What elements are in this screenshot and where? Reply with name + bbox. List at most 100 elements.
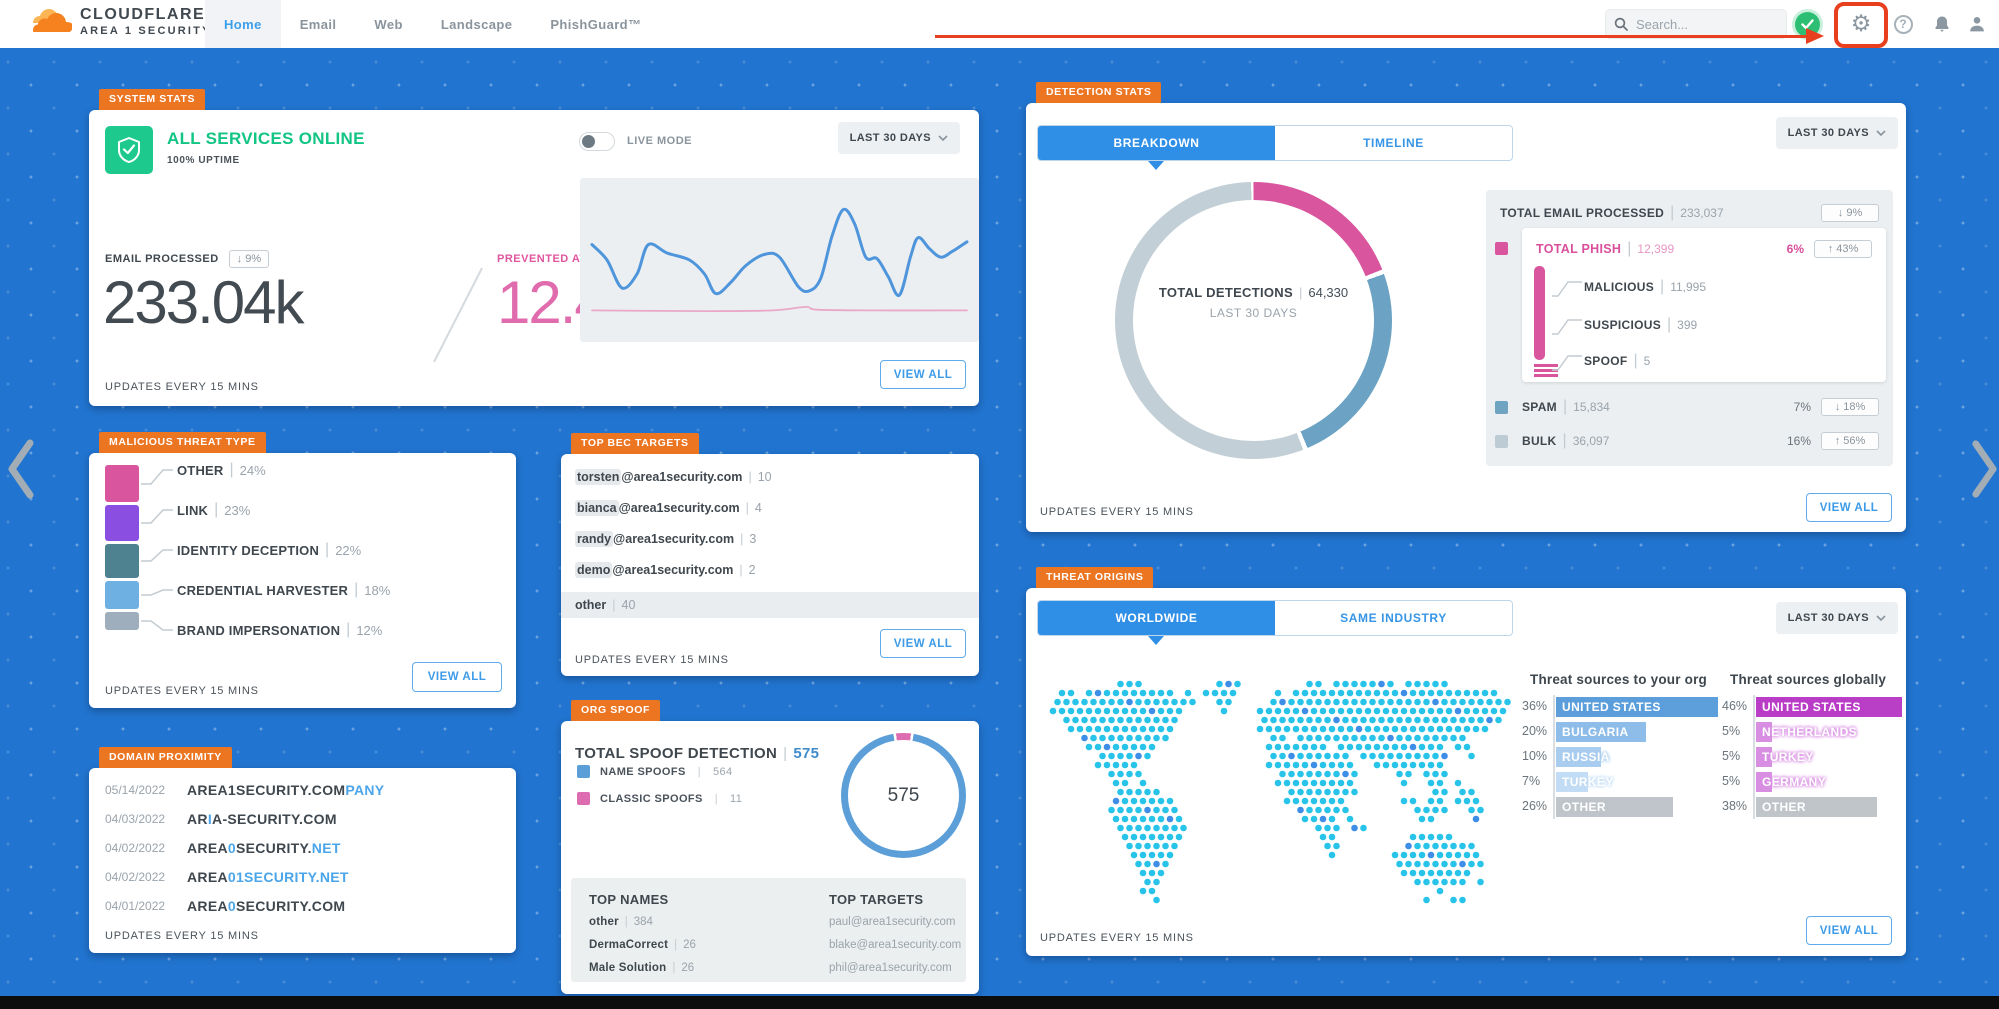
source-bar-other: OTHER [1556,797,1673,817]
total-phish-subcard: TOTAL PHISH | 12,399 6% ↑ 43% MALICIOUS |… [1522,228,1886,382]
domain-name: AREA01SECURITY.NET [187,869,349,885]
notifications-button[interactable] [1928,0,1956,48]
brand[interactable]: CLOUDFLARE® AREA 1 SECURITY [28,6,212,38]
period-dropdown[interactable]: LAST 30 DAYS [837,122,960,154]
updates-note: UPDATES EVERY 15 MINS [105,381,259,393]
domain-row[interactable]: 05/14/2022 AREA1SECURITY.COMPANY [105,782,384,798]
nav-item-landscape[interactable]: Landscape [440,16,513,32]
view-all-button[interactable]: VIEW ALL [880,360,966,389]
threat-pct: 24% [239,462,266,478]
threat-legend-row-0: OTHER | 24% [177,461,266,478]
search-box [1605,9,1787,39]
help-icon: ? [1893,14,1913,34]
period-dropdown[interactable]: LAST 30 DAYS [1775,117,1898,149]
domain-date: 04/02/2022 [105,870,166,884]
spoof-legend-row-0: NAME SPOOFS | 564 [577,765,733,778]
bec-target-row[interactable]: randy @area1security.com | 3 [575,531,757,547]
settings-button[interactable]: ⚙ [1846,0,1876,48]
bec-other-row[interactable]: other | 40 [561,592,979,618]
origin-tabs: WORLDWIDE SAME INDUSTRY [1037,600,1513,636]
bulk-value: 36,097 [1572,434,1610,448]
total-email-value: 233,037 [1680,206,1724,220]
person-icon [1970,17,1984,32]
bulk-row: BULK | 36,097 16% ↑ 56% [1495,432,1879,450]
bec-other-count: 40 [621,598,636,612]
source-bar-bulgaria: BULGARIA [1556,722,1646,742]
spam-swatch [1495,400,1508,414]
account-button[interactable] [1963,0,1991,48]
card-tag: ORG SPOOF [571,700,660,721]
tab-worldwide[interactable]: WORLDWIDE [1038,601,1275,635]
threat-label: IDENTITY DECEPTION [177,542,320,558]
view-all-button[interactable]: VIEW ALL [1806,493,1892,522]
view-all-button[interactable]: VIEW ALL [880,629,966,658]
bec-count: 2 [748,563,756,577]
domain-row[interactable]: 04/02/2022 AREA0SECURITY.NET [105,840,341,856]
top-target-row: blake@area1security.com [829,939,962,951]
phish-bar-dash [1534,364,1558,367]
bulk-label: BULK [1522,434,1557,448]
shield-check-icon [118,137,140,163]
view-all-button[interactable]: VIEW ALL [1806,916,1892,945]
help-button[interactable]: ? [1890,0,1916,48]
card-tag: SYSTEM STATS [99,89,206,110]
source-pct: 46% [1722,699,1748,713]
brand-text: CLOUDFLARE® AREA 1 SECURITY [80,7,212,37]
legend-connector [141,589,173,596]
source-bar-turkey: TURKEY [1756,747,1813,767]
detections-donut-chart [1115,182,1392,459]
total-email-row: TOTAL EMAIL PROCESSED | 233,037 ↓ 9% [1500,204,1879,222]
domain-row[interactable]: 04/02/2022 AREA01SECURITY.NET [105,869,349,885]
bec-count: 10 [757,470,772,484]
nav-item-email[interactable]: Email [299,16,337,32]
domain-row[interactable]: 04/03/2022 ARIA-SECURITY.COM [105,811,337,827]
spoof-total-value: 575 [793,745,820,762]
live-mode-toggle[interactable] [579,132,615,151]
system-stats-card: SYSTEM STATS ALL SERVICES ONLINE 100% UP… [89,89,979,406]
spark-series-email_processed [590,207,969,297]
bec-target-row[interactable]: bianca @area1security.com | 4 [575,500,762,516]
domain-date: 04/01/2022 [105,899,166,913]
phish-bar-dash [1534,374,1558,377]
active-tab-pointer [1148,161,1164,170]
nav-item-home[interactable]: Home [205,0,281,48]
phish-bar [1534,266,1545,360]
source-pct: 36% [1522,699,1548,713]
brand-name: CLOUDFLARE [80,6,206,23]
domain-date: 05/14/2022 [105,783,166,797]
bec-count: 4 [754,501,762,515]
phish-child-row-suspicious: SUSPICIOUS | 399 [1550,314,1697,336]
threat-label: BRAND IMPERSONATION [177,622,341,638]
view-all-button[interactable]: VIEW ALL [412,662,502,692]
top-name-row: Male Solution | 26 [589,962,695,974]
bulk-delta-badge: ↑ 56% [1821,432,1879,450]
threat-pct: 12% [356,622,383,638]
spam-pct: 7% [1793,400,1811,414]
tab-timeline[interactable]: TIMELINE [1363,136,1424,150]
phish-child-row-spoof: SPOOF | 5 [1550,350,1650,372]
source-pct: 5% [1722,774,1741,788]
threat-bar-segment-3 [105,580,139,609]
threat-origins-card: THREAT ORIGINS WORLDWIDE SAME INDUSTRY L… [1026,567,1906,956]
updates-note: UPDATES EVERY 15 MINS [575,654,729,666]
nav-item-web[interactable]: Web [374,16,403,32]
bec-target-row[interactable]: demo @area1security.com | 2 [575,562,756,578]
threat-label: CREDENTIAL HARVESTER [177,582,349,598]
domain-name: AREA0SECURITY.COM [187,898,346,914]
nav-item-phishguard[interactable]: PhishGuard™ [550,16,642,32]
period-dropdown[interactable]: LAST 30 DAYS [1775,602,1898,634]
search-input[interactable] [1634,15,1774,33]
spam-row: SPAM | 15,834 7% ↓ 18% [1495,398,1879,416]
domain-row[interactable]: 04/01/2022 AREA0SECURITY.COM [105,898,345,914]
global-sources-heading: Threat sources globally [1730,672,1887,687]
previous-page-chevron[interactable] [6,438,38,500]
card-tag: THREAT ORIGINS [1036,567,1154,588]
next-page-chevron[interactable] [1968,438,1999,500]
source-bar-netherlands: NETHERLANDS [1756,722,1857,742]
legend-swatch [577,792,590,805]
tab-breakdown[interactable]: BREAKDOWN [1038,126,1275,160]
tab-same-industry[interactable]: SAME INDUSTRY [1340,611,1447,625]
bec-target-row[interactable]: torsten @area1security.com | 10 [575,469,772,485]
detection-breakdown-panel: TOTAL EMAIL PROCESSED | 233,037 ↓ 9% TOT… [1486,190,1893,466]
